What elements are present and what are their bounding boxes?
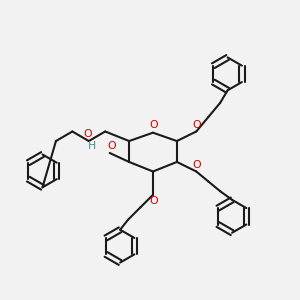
- Text: O: O: [107, 141, 116, 152]
- Text: O: O: [192, 120, 201, 130]
- Text: O: O: [149, 196, 158, 206]
- Text: H: H: [88, 141, 96, 152]
- Text: O: O: [84, 130, 92, 140]
- Text: O: O: [150, 120, 158, 130]
- Text: O: O: [192, 160, 201, 170]
